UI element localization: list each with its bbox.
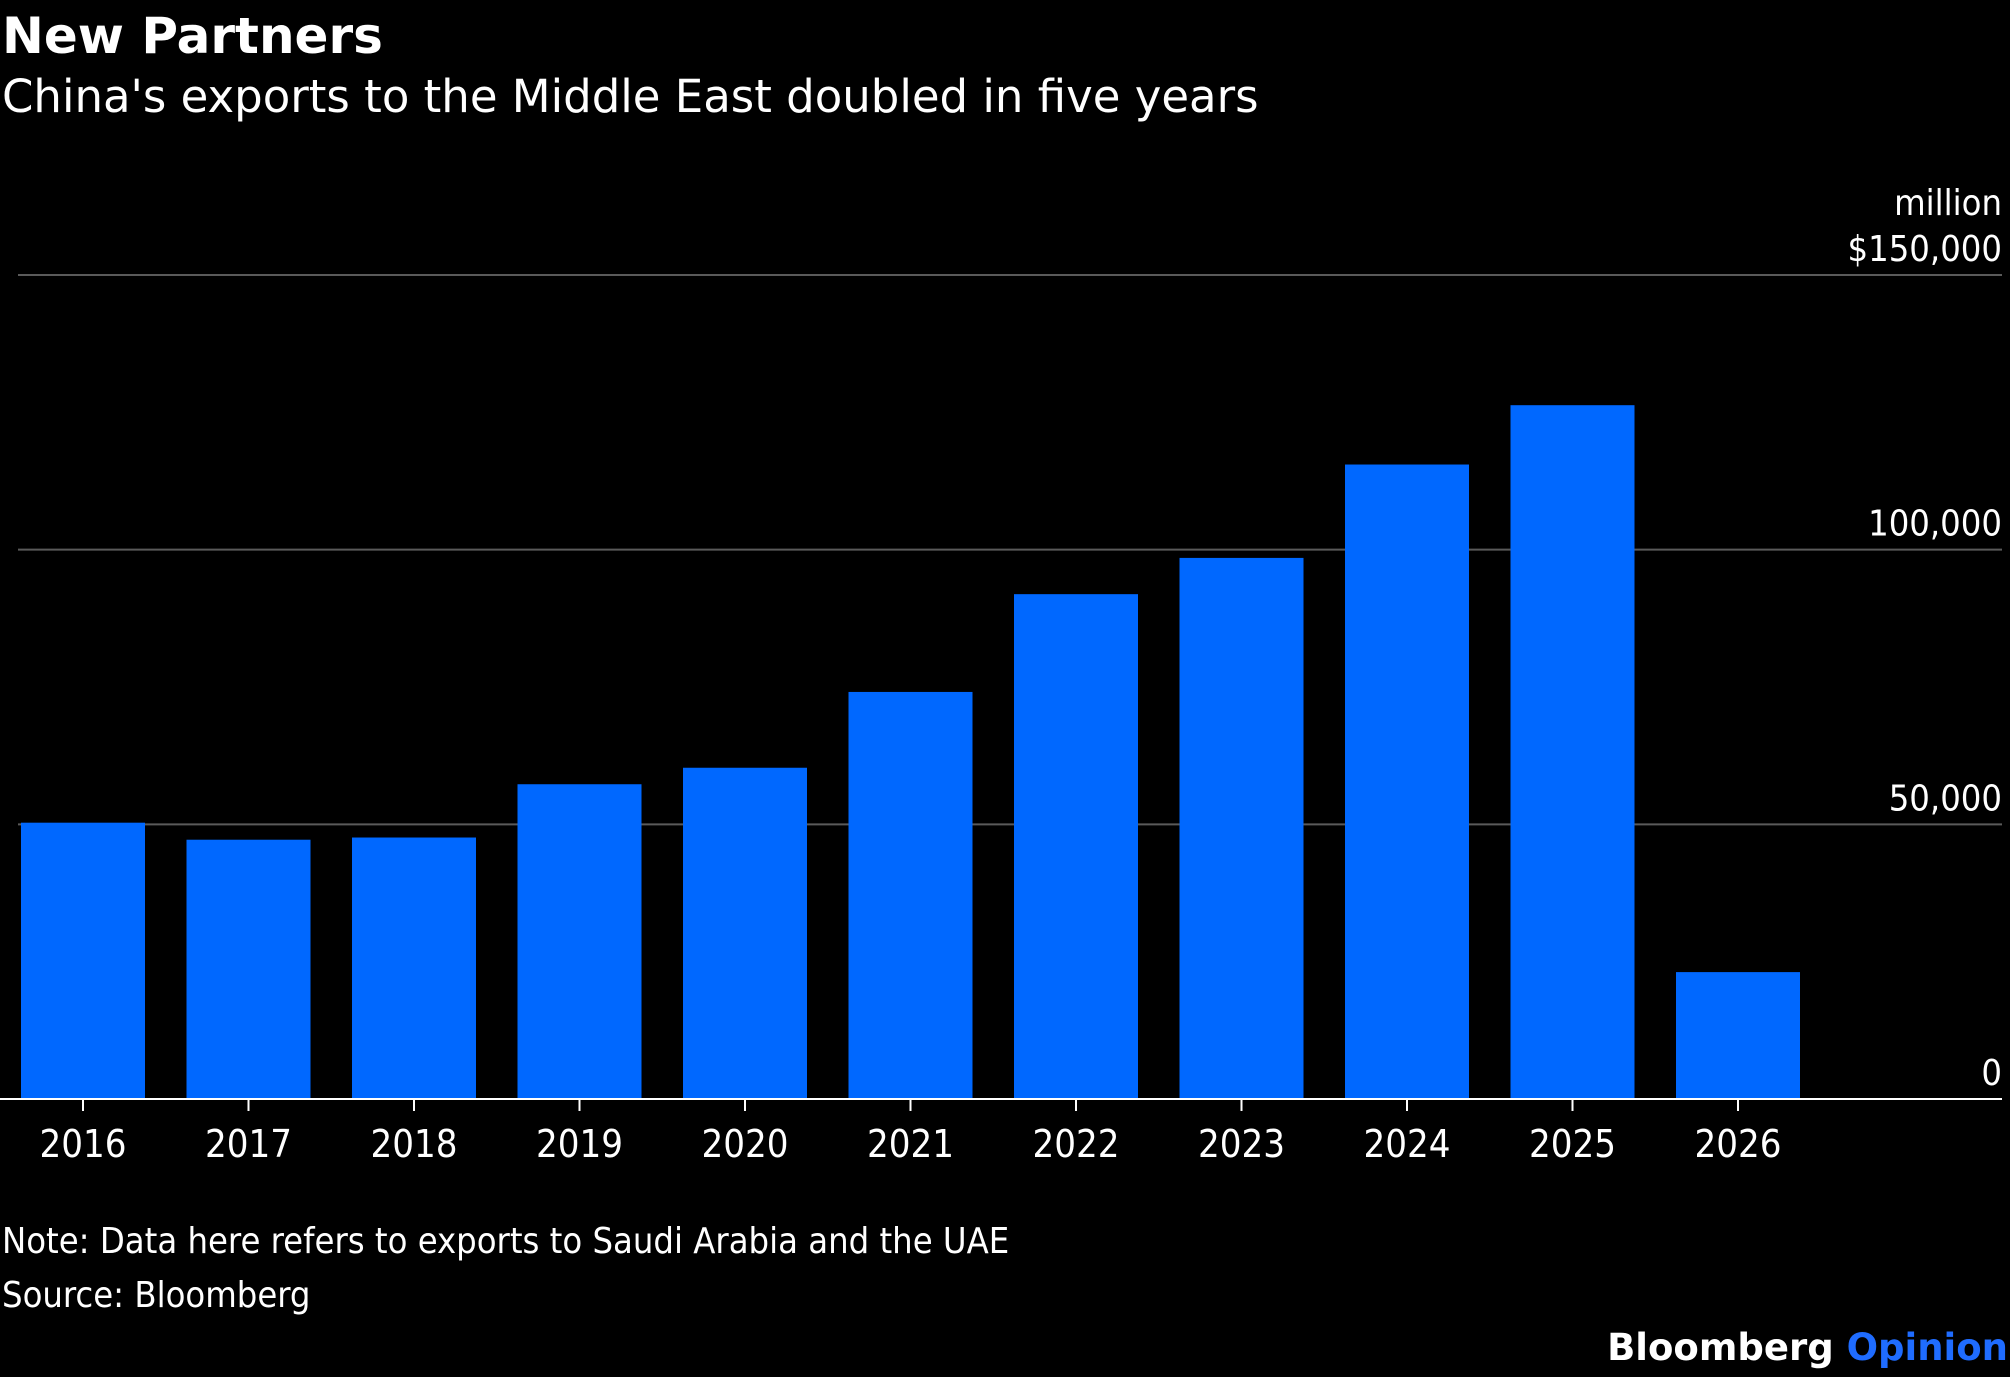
gridlines (18, 274, 2002, 826)
x-tick-label: 2024 (1364, 1122, 1451, 1166)
bar-2025 (1510, 405, 1635, 1099)
bar-2019 (517, 784, 642, 1099)
chart-note: Note: Data here refers to exports to Sau… (2, 1221, 1010, 1262)
chart-subtitle: China's exports to the Middle East doubl… (2, 70, 1259, 123)
bar-2020 (683, 767, 807, 1099)
x-tick-label: 2018 (371, 1122, 458, 1166)
x-tick-label: 2020 (702, 1122, 789, 1166)
bar-2022 (1014, 594, 1138, 1099)
brand-section: Opinion (1846, 1326, 2008, 1369)
y-unit-label: million (1894, 183, 2002, 224)
bar-2024 (1345, 464, 1469, 1099)
x-tick-label: 2023 (1198, 1122, 1285, 1166)
x-tick-label: 2026 (1695, 1122, 1782, 1166)
bar-2026 (1676, 972, 1800, 1099)
x-tick-label: 2017 (205, 1122, 292, 1166)
x-tick-label: 2022 (1033, 1122, 1120, 1166)
y-tick-label: 50,000 (1889, 778, 2002, 819)
y-tick-label: $150,000 (1848, 229, 2003, 270)
x-axis (0, 1098, 2002, 1111)
chart-title: New Partners (2, 7, 383, 65)
bar-2017 (186, 839, 311, 1099)
bar-2023 (1179, 557, 1304, 1099)
brand-logo: Bloomberg Opinion (1607, 1325, 2008, 1371)
x-tick-label: 2025 (1529, 1122, 1616, 1166)
x-tick-label: 2016 (40, 1122, 127, 1166)
chart-source: Source: Bloomberg (2, 1275, 311, 1316)
brand-name: Bloomberg (1607, 1326, 1834, 1369)
y-tick-label: 0 (1981, 1053, 2002, 1094)
axis-labels: 0 50,000 100,000 $150,000 million 2016 2017 201… (40, 183, 2002, 1166)
x-tick-label: 2019 (536, 1122, 623, 1166)
bar-chart: 0 50,000 100,000 $150,000 million 2016 2017 201… (0, 183, 2002, 1166)
y-tick-label: 100,000 (1868, 504, 2002, 545)
bar-2018 (352, 837, 476, 1099)
bar-2021 (848, 691, 973, 1099)
x-tick-label: 2021 (867, 1122, 954, 1166)
bars (21, 405, 1800, 1099)
bar-2016 (21, 822, 145, 1099)
